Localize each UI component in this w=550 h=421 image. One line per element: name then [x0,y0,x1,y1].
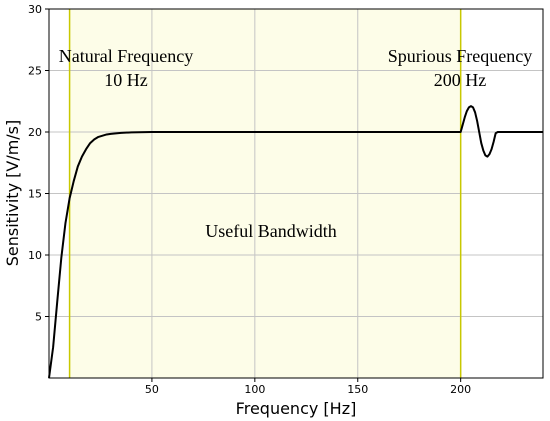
y-tick-label: 10 [28,249,42,262]
y-axis-label: Sensitivity [V/m/s] [3,120,22,267]
sensitivity-curve [48,105,543,379]
annotation-spurious-frequency-value: 200 Hz [434,70,487,90]
annotation-natural-frequency-value: 10 Hz [104,70,148,90]
x-tick-label: 200 [450,383,471,396]
x-axis-label: Frequency [Hz] [236,399,357,418]
x-tick-label: 100 [244,383,265,396]
y-tick-label: 25 [28,65,42,78]
annotation-spurious-frequency-title: Spurious Frequency [388,46,532,66]
x-tick-label: 150 [347,383,368,396]
vline-layer [68,9,462,378]
y-tick-label: 5 [35,311,42,324]
x-tick-label: 50 [145,383,159,396]
y-tick-label: 20 [28,126,42,139]
y-tick-label: 15 [28,188,42,201]
annotation-useful-bandwidth: Useful Bandwidth [205,221,336,241]
series-layer [48,105,543,379]
tick-layer: 50 100 150 200 5 10 15 20 25 30 [28,3,471,396]
y-tick-label: 30 [28,3,42,16]
annotation-natural-frequency-title: Natural Frequency [59,46,193,66]
